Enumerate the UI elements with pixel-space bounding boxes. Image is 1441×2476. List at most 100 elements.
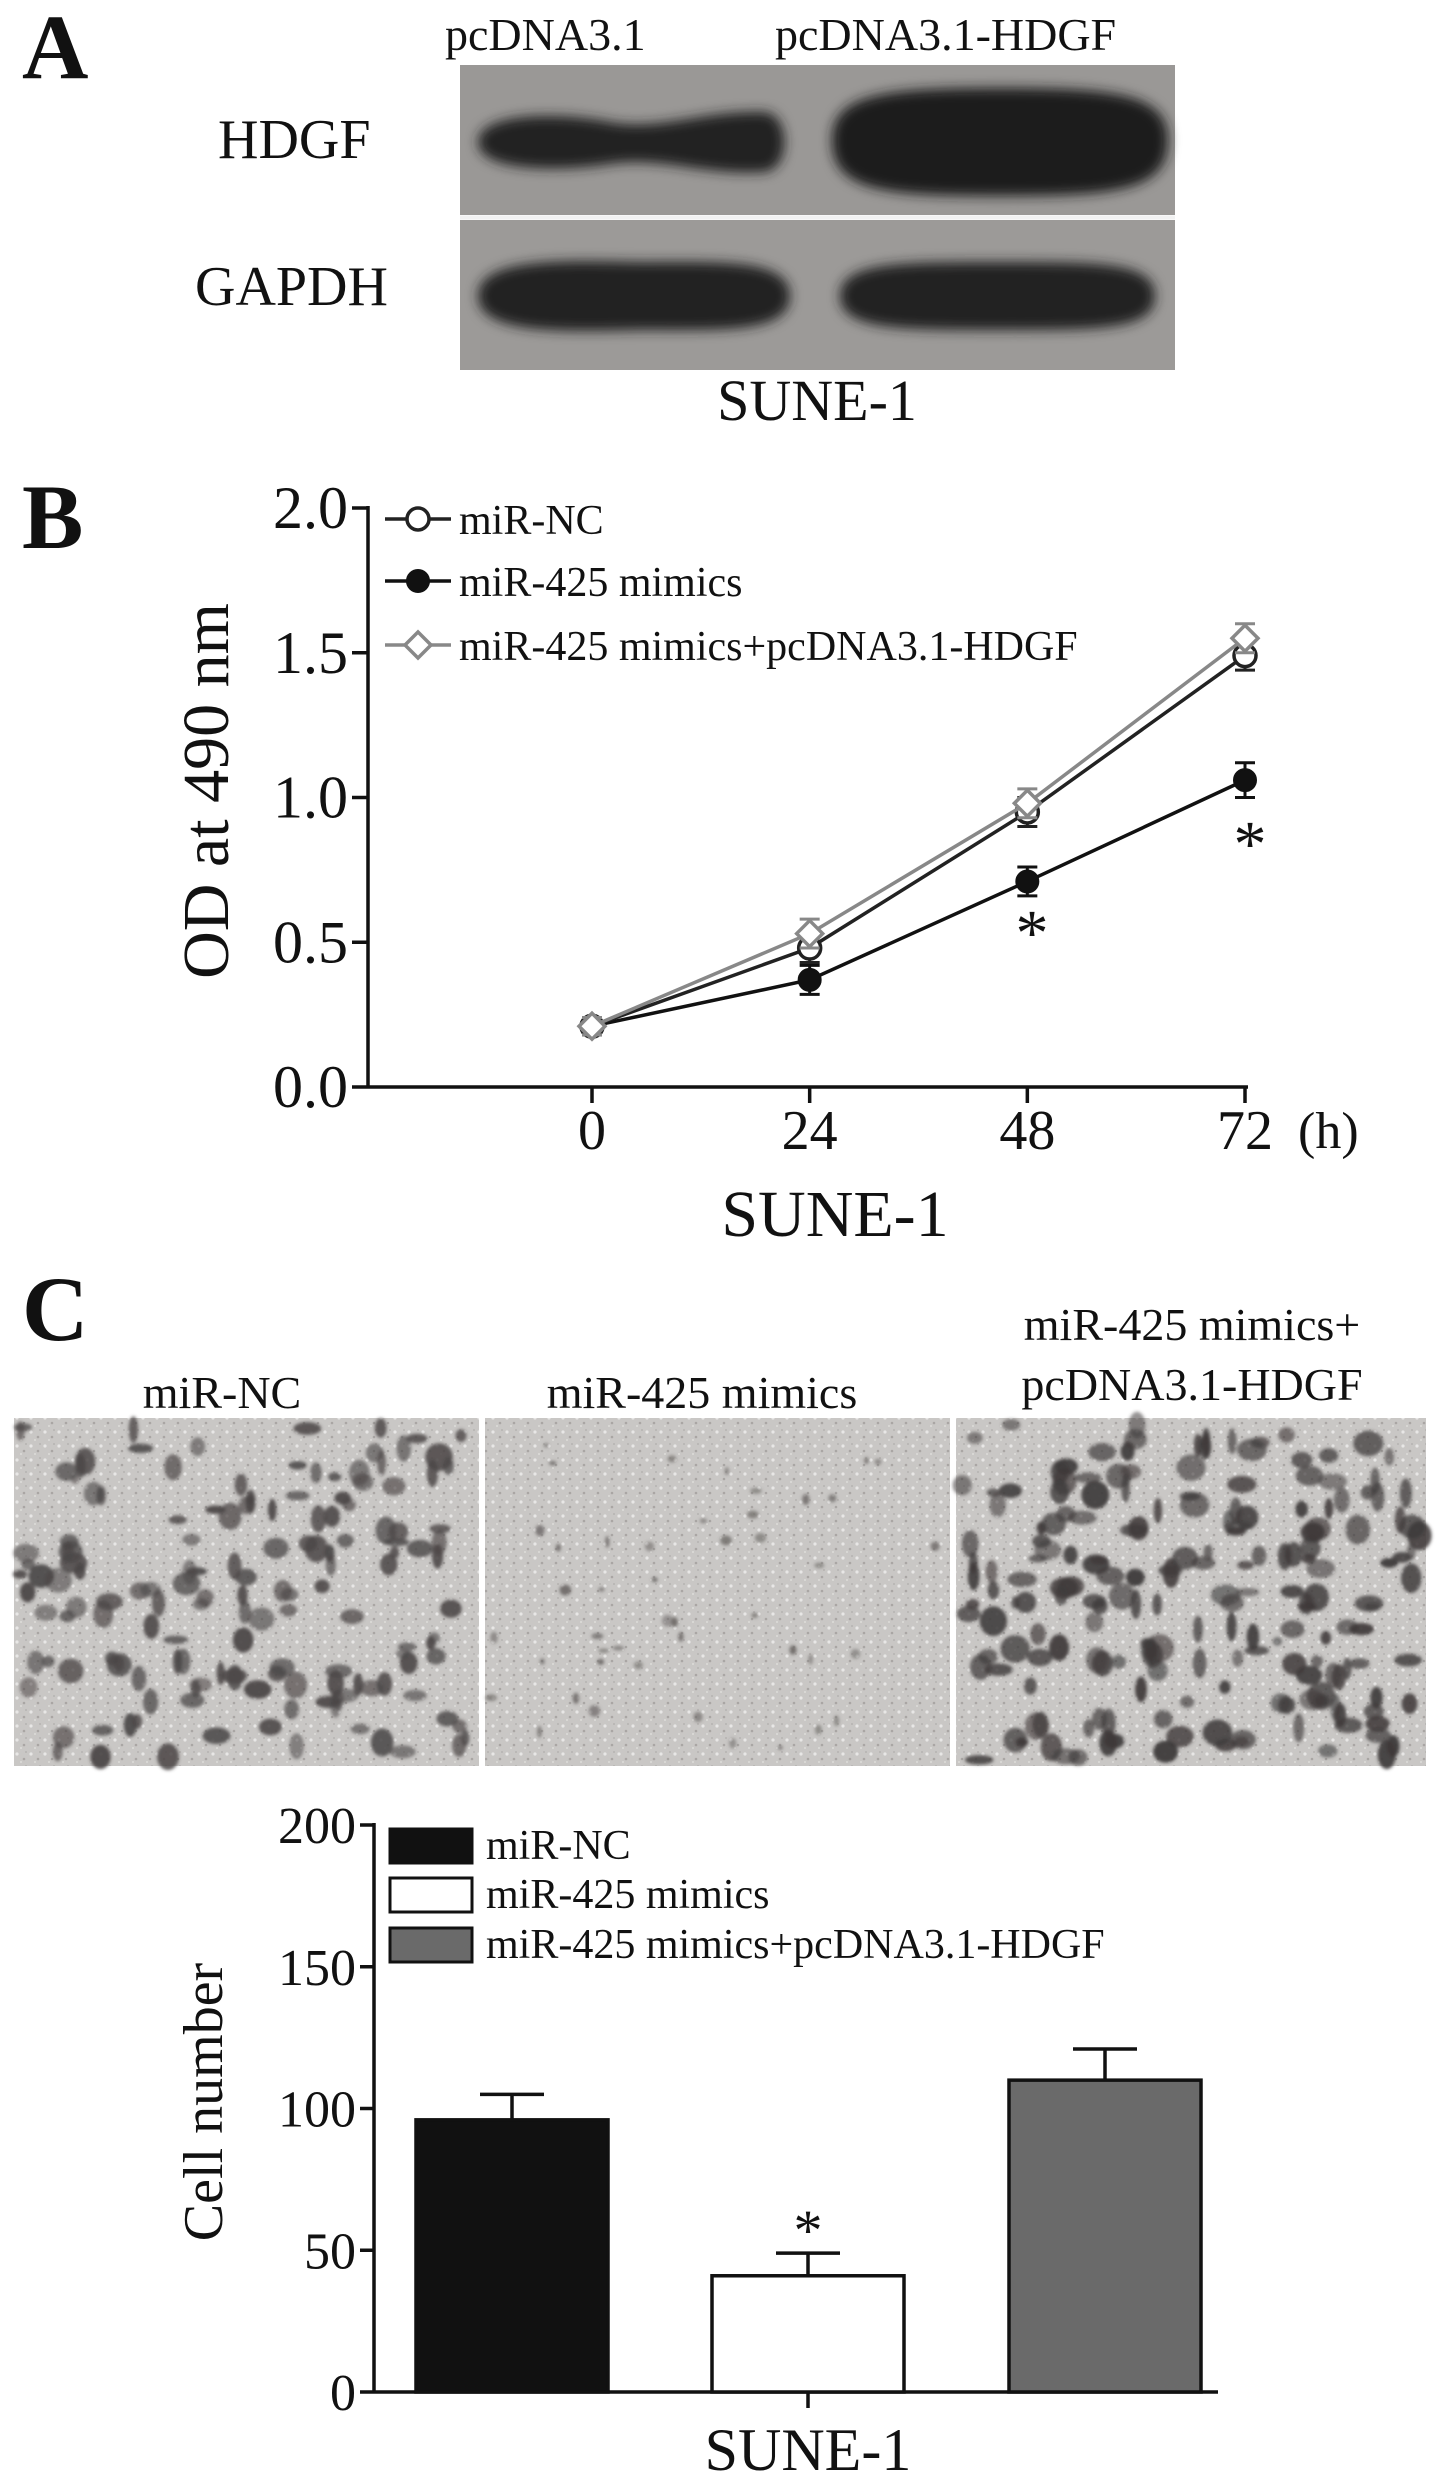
cell-blob [57, 1658, 84, 1684]
cell-blob [1108, 1582, 1136, 1610]
bar [710, 2274, 906, 2394]
cell-blob [644, 1541, 655, 1552]
bar [1007, 2078, 1203, 2394]
cell-blob [1226, 1611, 1237, 1642]
cell-blob [965, 1599, 980, 1610]
cell-blob [397, 1642, 417, 1652]
cell-blob [1303, 1583, 1329, 1612]
data-point [1233, 768, 1257, 793]
line-chart-ytick-label: 1.0 [273, 765, 348, 831]
cell-blob [729, 1738, 737, 1749]
cell-blob [814, 1562, 825, 1569]
cell-blob [967, 1562, 980, 1591]
bar-chart-ytick-label: 200 [278, 1798, 356, 1855]
cell-blob [1291, 1451, 1313, 1469]
cell-blob [1049, 1634, 1070, 1661]
cell-blob [96, 1485, 106, 1506]
cell-blob [555, 1543, 561, 1552]
cell-blob [598, 1587, 605, 1592]
cell-blob [452, 1734, 467, 1757]
line-chart-ylabel: OD at 490 nm [170, 603, 243, 979]
cell-blob [221, 1668, 248, 1684]
cell-blob [978, 1648, 998, 1665]
cell-blob [426, 1648, 446, 1665]
cell-blob [1280, 1585, 1304, 1598]
cell-blob [1251, 1545, 1267, 1566]
cell-blob [535, 1525, 545, 1537]
cell-blob [1128, 1516, 1149, 1541]
cell-blob [279, 1604, 298, 1617]
cell-blob [443, 1457, 454, 1475]
cell-blob [1128, 1411, 1146, 1439]
bar-chart-ytick-label: 50 [304, 2223, 356, 2280]
cell-blob [964, 1755, 994, 1765]
cell-blob [1101, 1708, 1116, 1738]
cell-blob [1153, 1740, 1179, 1763]
cell-blob [1199, 1434, 1212, 1460]
cell-blob [1246, 1623, 1260, 1651]
cell-blob [1334, 1717, 1363, 1734]
cell-blob [588, 1705, 601, 1717]
cell-blob [724, 1467, 729, 1476]
cell-blob [1015, 1737, 1029, 1747]
cell-blob [74, 1447, 96, 1476]
cell-blob [485, 1694, 497, 1701]
cell-blob [1202, 1719, 1233, 1746]
cell-blob [238, 1496, 255, 1515]
line-chart-ytick-label: 2.0 [273, 475, 348, 541]
cell-blob [267, 1498, 277, 1522]
line-chart-xtick-label: 24 [782, 1100, 838, 1162]
cell-blob [802, 1493, 810, 1506]
bar-significance-star: * [794, 2198, 823, 2263]
cell-blob [750, 1487, 762, 1494]
cell-blob [1278, 1427, 1295, 1443]
cell-blob [323, 1505, 341, 1527]
cell-blob [396, 1435, 411, 1462]
cell-blob [182, 1533, 201, 1546]
cell-blob [238, 1600, 251, 1624]
cell-blob [66, 1596, 87, 1618]
cell-blob [1237, 1560, 1254, 1570]
cell-blob [1220, 1593, 1244, 1612]
cell-blob [778, 1745, 783, 1750]
cell-blob [243, 1680, 272, 1699]
cell-blob [151, 1589, 166, 1617]
cell-blob [28, 1564, 54, 1588]
cell-blob [1027, 1648, 1053, 1667]
cell-blob [1180, 1695, 1195, 1708]
cell-blob [406, 1539, 434, 1558]
image-label-combo-line1: miR-425 mimics+ [1024, 1299, 1360, 1350]
cell-blob [334, 1491, 352, 1505]
cell-blob [1030, 1623, 1046, 1646]
cell-blob [930, 1541, 940, 1552]
cell-blob [979, 1606, 1007, 1636]
cell-blob [598, 1648, 610, 1653]
cell-blob [182, 1559, 197, 1585]
western-blot [460, 65, 1175, 370]
cell-blob [1345, 1514, 1371, 1545]
line-chart-ytick-label: 1.5 [273, 620, 348, 686]
cell-blob [537, 1726, 542, 1738]
cell-blob [1272, 1637, 1283, 1646]
cell-blob [288, 1461, 307, 1470]
cell-blob [864, 1457, 869, 1465]
cell-blob [382, 1477, 406, 1496]
cell-blob [298, 1535, 318, 1552]
cell-blob [1363, 1703, 1384, 1720]
cell-blob [27, 1650, 45, 1675]
image-label-combo-line2: pcDNA3.1-HDGF [1021, 1359, 1362, 1410]
cell-blob [985, 1560, 998, 1584]
cell-blob [754, 1533, 767, 1543]
bar-legend-label: miR-425 mimics+pcDNA3.1-HDGF [486, 1922, 1105, 1968]
cell-blob [1306, 1681, 1336, 1710]
panel-c: C miR-NC miR-425 mimics miR-425 mimics+ … [12, 1258, 1432, 2476]
cell-blob [490, 1631, 498, 1644]
line-chart-xtick-label: 48 [999, 1100, 1055, 1162]
cell-blob [1203, 1544, 1213, 1561]
cell-blob [1349, 1623, 1374, 1636]
cell-blob [1024, 1712, 1050, 1741]
cell-blob [164, 1454, 182, 1481]
cell-blob [1360, 1485, 1375, 1500]
cell-blob [19, 1582, 36, 1603]
cell-blob [1125, 1568, 1145, 1587]
